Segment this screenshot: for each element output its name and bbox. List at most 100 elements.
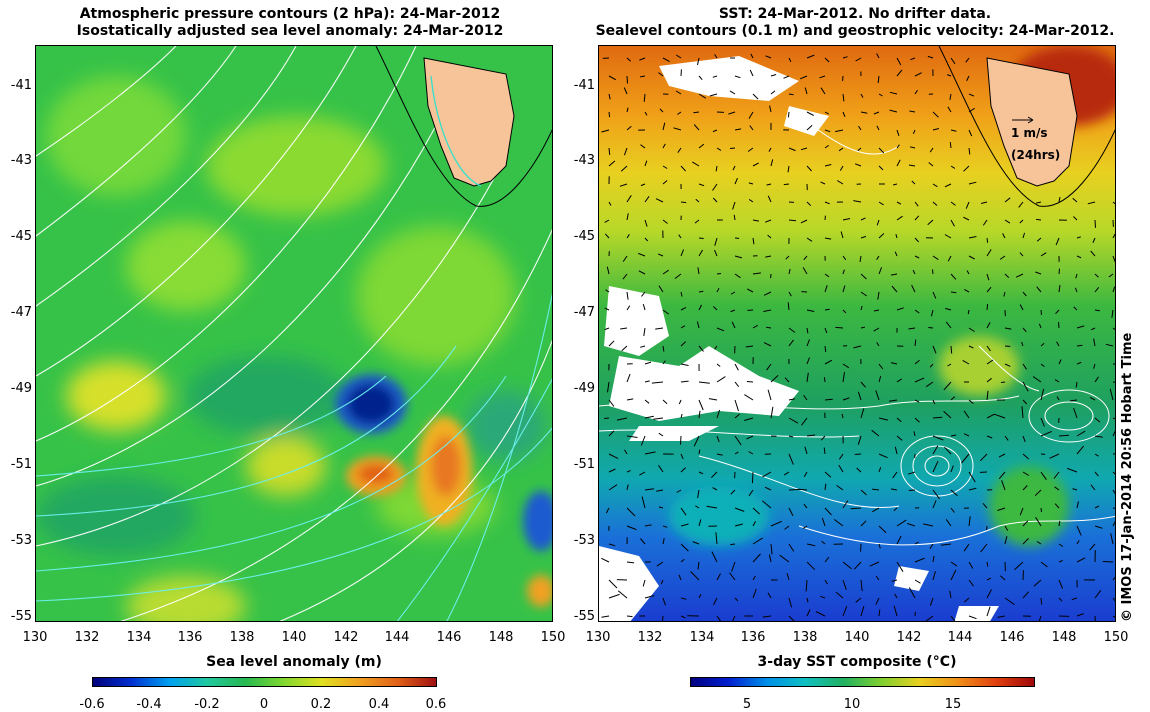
velocity-arrow <box>909 490 915 491</box>
velocity-arrow <box>1077 345 1082 346</box>
velocity-arrow <box>825 399 833 400</box>
y-tick-r: -45 <box>565 229 595 244</box>
x-tick-r: 132 <box>630 630 670 645</box>
x-tick-l: 148 <box>481 630 521 645</box>
velocity-arrow <box>851 508 861 509</box>
velocity-arrow <box>784 184 789 185</box>
y-tick-r: -49 <box>565 381 595 396</box>
y-tick-l: -55 <box>2 609 32 624</box>
x-tick-l: 144 <box>377 630 417 645</box>
x-tick-l: 138 <box>222 630 262 645</box>
velocity-arrow <box>730 544 735 545</box>
velocity-arrow <box>1095 220 1096 228</box>
velocity-arrow <box>825 309 830 310</box>
y-tick-r: -47 <box>565 305 595 320</box>
sla-axis-label: Sea level anomaly (m) <box>35 654 553 670</box>
velocity-arrow <box>1041 598 1042 605</box>
x-tick-r: 138 <box>785 630 825 645</box>
velocity-arrow <box>730 148 735 149</box>
velocity-arrow <box>1041 310 1042 315</box>
y-tick-l: -51 <box>2 457 32 472</box>
y-tick-r: -41 <box>565 78 595 93</box>
y-tick-r: -51 <box>565 457 595 472</box>
sla-colorbar <box>92 677 437 687</box>
x-tick-l: 142 <box>326 630 366 645</box>
left-title-line2: Isostatically adjusted sea level anomaly… <box>30 23 550 40</box>
sla-map <box>35 45 553 622</box>
velocity-arrow <box>928 328 933 329</box>
scale-label: 1 m/s <box>1011 126 1048 140</box>
scale-sublabel: (24hrs) <box>1011 148 1060 162</box>
velocity-arrow <box>933 269 934 274</box>
y-tick-l: -45 <box>2 229 32 244</box>
x-tick-r: 150 <box>1096 630 1136 645</box>
x-tick-l: 134 <box>119 630 159 645</box>
velocity-arrow <box>1059 322 1060 328</box>
velocity-arrow <box>627 616 633 617</box>
y-tick-r: -55 <box>565 609 595 624</box>
velocity-arrow <box>1001 382 1005 383</box>
velocity-arrow <box>766 327 771 328</box>
x-tick-r: 130 <box>578 630 618 645</box>
velocity-arrow <box>717 274 721 275</box>
velocity-arrow <box>609 148 610 155</box>
left-title-line1: Atmospheric pressure contours (2 hPa): 2… <box>30 6 550 23</box>
velocity-arrow <box>752 472 753 483</box>
credit-text: © IMOS 17-Jan-2014 20:56 Hobart Time <box>1120 333 1135 622</box>
velocity-arrow <box>1103 562 1113 563</box>
x-tick-l: 150 <box>533 630 573 645</box>
velocity-arrow <box>789 94 794 95</box>
x-tick-r: 136 <box>733 630 773 645</box>
velocity-arrow <box>1095 616 1096 622</box>
velocity-arrow <box>1041 508 1042 512</box>
velocity-arrow <box>987 526 988 530</box>
velocity-arrow <box>699 238 704 239</box>
x-tick-r: 144 <box>940 630 980 645</box>
y-tick-l: -43 <box>2 153 32 168</box>
velocity-arrow <box>824 377 825 382</box>
velocity-arrow <box>987 304 988 310</box>
sst-colorbar <box>690 677 1035 687</box>
x-tick-r: 148 <box>1044 630 1084 645</box>
velocity-arrow <box>609 112 610 117</box>
velocity-arrow <box>747 382 753 383</box>
x-tick-l: 132 <box>67 630 107 645</box>
right-title-line2: Sealevel contours (0.1 m) and geostrophi… <box>590 23 1120 40</box>
velocity-arrow <box>1059 269 1060 274</box>
y-tick-l: -49 <box>2 381 32 396</box>
velocity-arrow <box>681 436 682 445</box>
left-title: Atmospheric pressure contours (2 hPa): 2… <box>30 6 550 40</box>
velocity-arrow <box>825 346 826 352</box>
x-tick-l: 130 <box>15 630 55 645</box>
velocity-arrow <box>699 291 703 292</box>
right-title-line1: SST: 24-Mar-2012. No drifter data. <box>590 6 1120 23</box>
velocity-arrow <box>788 112 789 117</box>
x-tick-r: 146 <box>992 630 1032 645</box>
x-tick-r: 142 <box>889 630 929 645</box>
y-tick-l: -41 <box>2 78 32 93</box>
velocity-arrow <box>1113 453 1116 454</box>
velocity-arrow <box>604 418 609 419</box>
x-tick-r: 140 <box>837 630 877 645</box>
velocity-arrow <box>950 142 951 148</box>
velocity-arrow <box>1036 219 1041 220</box>
x-tick-l: 146 <box>429 630 469 645</box>
velocity-arrow <box>627 76 628 84</box>
right-title: SST: 24-Mar-2012. No drifter data. Seale… <box>590 6 1120 40</box>
velocity-arrow <box>951 346 952 354</box>
sst-map: 1 m/s (24hrs) <box>598 45 1116 622</box>
y-tick-r: -43 <box>565 153 595 168</box>
velocity-arrow <box>987 238 988 243</box>
velocity-arrow <box>681 202 686 203</box>
velocity-arrow <box>835 327 843 328</box>
x-tick-l: 136 <box>170 630 210 645</box>
x-tick-r: 134 <box>682 630 722 645</box>
velocity-arrow <box>798 489 807 490</box>
x-tick-l: 140 <box>274 630 314 645</box>
velocity-arrow <box>789 220 796 221</box>
y-tick-l: -53 <box>2 533 32 548</box>
sst-axis-label: 3-day SST composite (°C) <box>598 654 1116 670</box>
y-tick-l: -47 <box>2 305 32 320</box>
velocity-arrow <box>855 454 861 455</box>
y-tick-r: -53 <box>565 533 595 548</box>
